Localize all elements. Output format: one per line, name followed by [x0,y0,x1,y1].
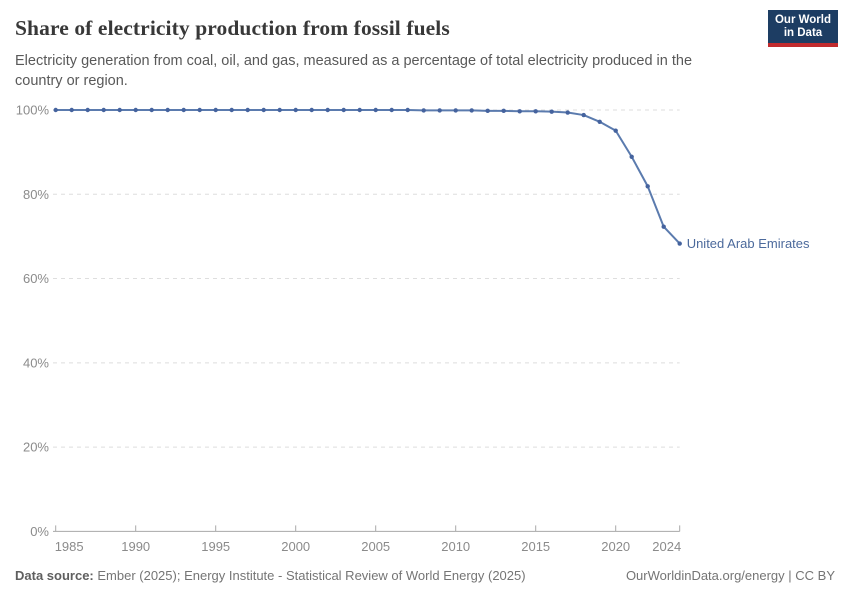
credit-line: OurWorldinData.org/energy | CC BY [625,568,835,583]
data-point [357,107,362,113]
data-point [533,109,538,114]
data-point [453,108,458,113]
data-point [613,128,618,133]
data-point [229,107,234,113]
x-tick-label: 2020 [601,539,630,554]
data-point [53,107,58,113]
x-tick-label: 2024 [652,539,681,554]
y-tick-label: 80% [23,187,49,202]
owid-logo: Our World in Data [768,10,838,47]
data-point [581,112,586,118]
x-tick-label: 2015 [521,539,550,554]
data-source-label: Data source: [15,568,94,583]
x-tick-label: 2005 [361,539,390,554]
x-tick-label: 1990 [121,539,150,554]
y-tick-label: 60% [23,271,49,286]
data-point [565,110,570,115]
data-point [261,107,266,113]
data-point [661,224,666,229]
data-point [293,107,298,113]
chart-subtitle: Electricity generation from coal, oil, a… [15,53,693,89]
owid-logo-line2: in Data [783,26,823,39]
y-tick-label: 0% [30,524,49,539]
x-tick-label: 1985 [55,539,84,554]
data-source-text: Ember (2025); Energy Institute - Statist… [93,568,526,583]
data-point [181,107,186,113]
data-point [549,109,554,114]
data-point [309,107,314,113]
data-point [469,108,474,113]
data-point [325,107,330,113]
data-point [149,107,154,113]
x-tick-label: 1995 [201,539,230,554]
y-tick-label: 100% [16,103,50,118]
data-point [101,107,106,113]
data-point [133,107,138,113]
data-point [373,107,378,113]
series-line [55,109,681,245]
data-point [341,107,346,113]
data-point [69,107,74,113]
data-point [389,107,394,113]
page-title: Share of electricity production from fos… [15,16,450,40]
data-point [629,154,634,159]
data-point [517,109,522,114]
data-point [197,107,202,113]
data-source-note: Data source: Ember (2025); Energy Instit… [15,568,526,583]
data-point [165,107,170,113]
data-point [245,107,250,113]
x-tick-label: 2000 [281,539,310,554]
y-tick-label: 40% [23,355,49,370]
data-point [85,107,90,113]
data-point [597,119,602,124]
data-point [213,107,218,113]
series-end-label: United Arab Emirates [687,236,810,251]
data-point [485,108,490,114]
data-point [501,108,506,114]
data-point [677,241,682,246]
owid-logo-line1: Our World [774,13,831,26]
data-point [437,108,442,113]
data-point [117,107,122,113]
data-point [421,108,426,113]
x-tick-label: 2010 [441,539,470,554]
chart-footer: Data source: Ember (2025); Energy Instit… [15,568,835,588]
data-point [277,107,282,113]
y-tick-label: 20% [23,440,49,455]
data-point [645,184,650,189]
data-point [405,107,410,113]
